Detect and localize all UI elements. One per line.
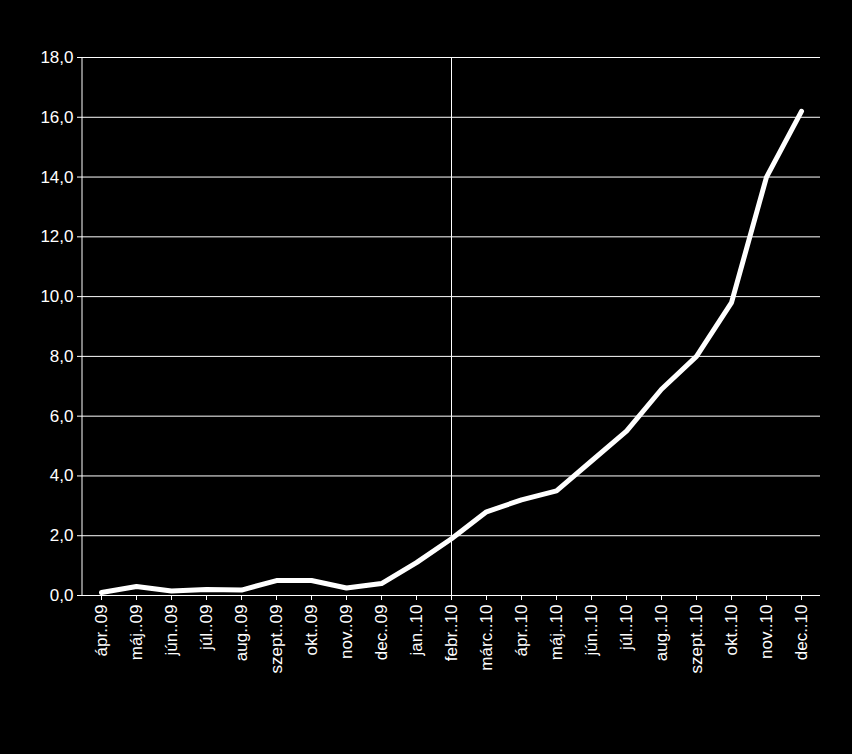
- svg-text:szept..09: szept..09: [267, 605, 286, 674]
- svg-text:6,0: 6,0: [50, 407, 74, 426]
- svg-text:szept..10: szept..10: [687, 605, 706, 674]
- svg-text:aug..10: aug..10: [652, 605, 671, 662]
- svg-text:ápr..09: ápr..09: [92, 605, 111, 657]
- svg-text:máj..09: máj..09: [127, 605, 146, 661]
- svg-text:12,0: 12,0: [40, 227, 73, 246]
- svg-text:jan..10: jan..10: [407, 605, 426, 657]
- svg-text:16,0: 16,0: [40, 108, 73, 127]
- svg-text:0,0: 0,0: [50, 586, 74, 605]
- svg-text:jún..10: jún..10: [582, 605, 601, 657]
- svg-text:okt..10: okt..10: [722, 605, 741, 656]
- svg-text:dec..10: dec..10: [792, 605, 811, 661]
- svg-text:febr..10: febr..10: [442, 605, 461, 662]
- svg-text:14,0: 14,0: [40, 167, 73, 186]
- svg-text:jún..09: jún..09: [162, 605, 181, 657]
- svg-text:4,0: 4,0: [50, 466, 74, 485]
- svg-text:2,0: 2,0: [50, 526, 74, 545]
- svg-text:ápr..10: ápr..10: [512, 605, 531, 657]
- svg-text:nov..09: nov..09: [337, 605, 356, 660]
- svg-text:máj..10: máj..10: [547, 605, 566, 661]
- svg-text:8,0: 8,0: [50, 347, 74, 366]
- svg-text:nov..10: nov..10: [757, 605, 776, 660]
- svg-text:júl..10: júl..10: [617, 605, 636, 651]
- svg-text:dec..09: dec..09: [372, 605, 391, 661]
- svg-text:18,0: 18,0: [40, 48, 73, 67]
- svg-text:10,0: 10,0: [40, 287, 73, 306]
- svg-text:okt..09: okt..09: [302, 605, 321, 656]
- svg-text:aug..09: aug..09: [232, 605, 251, 662]
- svg-text:júl..09: júl..09: [197, 605, 216, 651]
- svg-text:márc..10: márc..10: [477, 605, 496, 671]
